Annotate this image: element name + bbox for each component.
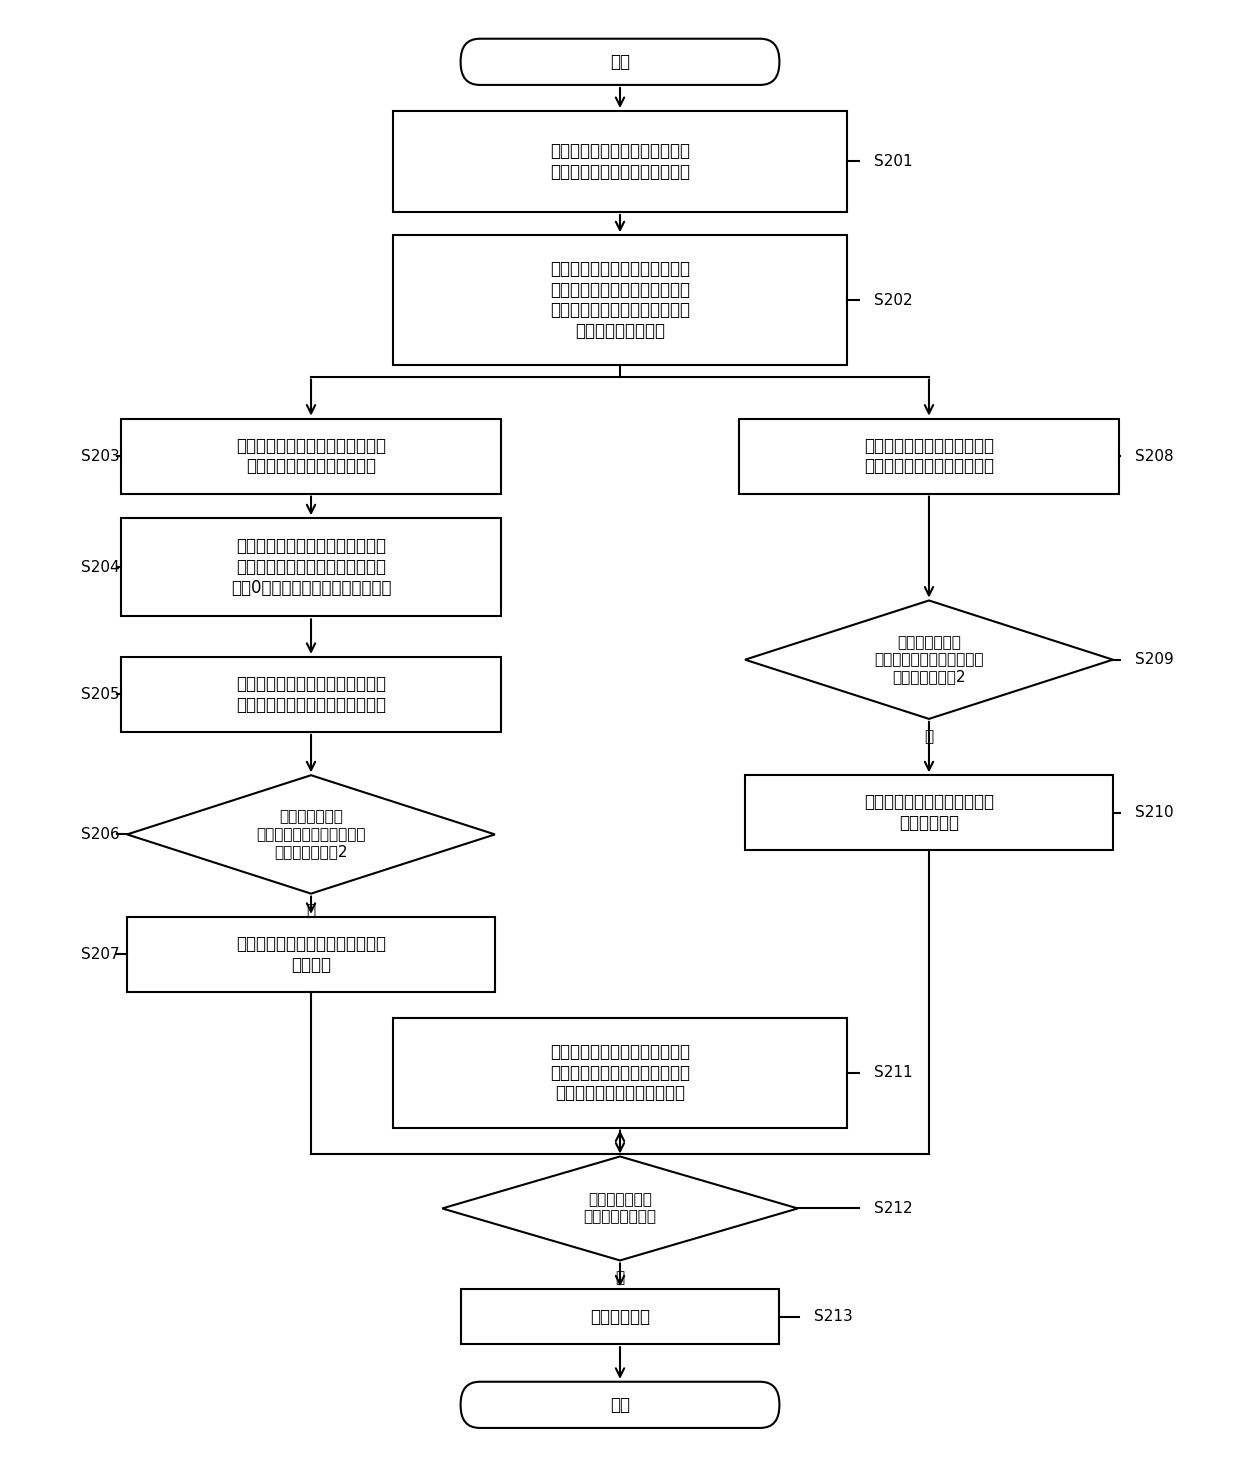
FancyBboxPatch shape xyxy=(122,418,501,494)
Text: S202: S202 xyxy=(874,293,913,308)
Text: S207: S207 xyxy=(81,946,119,962)
Text: 以获取所述共振信号的时刻为起
点向前截取预设数量个轨枕周期
时间长度的所述共振解调信号，
得到所述待分析样本: 以获取所述共振信号的时刻为起 点向前截取预设数量个轨枕周期 时间长度的所述共振解… xyxy=(551,260,689,340)
Polygon shape xyxy=(443,1156,797,1260)
Text: 当获得振动信号后，对振动信号
进行共振解调得到共振解调信号: 当获得振动信号后，对振动信号 进行共振解调得到共振解调信号 xyxy=(551,141,689,181)
FancyBboxPatch shape xyxy=(393,111,847,211)
FancyBboxPatch shape xyxy=(128,917,495,991)
Text: 是: 是 xyxy=(924,729,934,744)
Text: S210: S210 xyxy=(1135,805,1173,821)
FancyBboxPatch shape xyxy=(393,1018,847,1127)
Text: S203: S203 xyxy=(81,449,119,464)
Text: S211: S211 xyxy=(874,1066,913,1080)
Text: S212: S212 xyxy=(874,1201,913,1216)
FancyBboxPatch shape xyxy=(460,39,780,85)
Text: 对所述待分析样本进行快速傅
里叶变换得到对应的所述频谱: 对所述待分析样本进行快速傅 里叶变换得到对应的所述频谱 xyxy=(864,436,994,475)
Text: 将转速信号处理为车轮转速频率整
数倍的转速跟踪采样控制信号: 将转速信号处理为车轮转速频率整 数倍的转速跟踪采样控制信号 xyxy=(236,436,386,475)
Text: 对转速跟踪采样控制信号按照每经
过轨枕间隔所对应的点保留一点其
余赋0的方法形成实时枕距标尺信号: 对转速跟踪采样控制信号按照每经 过轨枕间隔所对应的点保留一点其 余赋0的方法形成… xyxy=(231,538,392,598)
Text: 根据枕距标尺信号对待分析样本进
行滑动相对积运算，得到运算结果: 根据枕距标尺信号对待分析样本进 行滑动相对积运算，得到运算结果 xyxy=(236,675,386,714)
Text: S204: S204 xyxy=(81,560,119,574)
FancyBboxPatch shape xyxy=(393,235,847,364)
Text: S206: S206 xyxy=(81,827,119,841)
Polygon shape xyxy=(745,601,1112,719)
Text: S205: S205 xyxy=(81,687,119,701)
Text: 开始: 开始 xyxy=(610,52,630,71)
FancyBboxPatch shape xyxy=(739,418,1118,494)
FancyBboxPatch shape xyxy=(460,1382,780,1427)
Polygon shape xyxy=(128,776,495,894)
Text: S201: S201 xyxy=(874,155,913,169)
Text: 执行报警操作: 执行报警操作 xyxy=(590,1308,650,1325)
Text: 得到所述内部脱轨报警的频域
脱轨识别结果: 得到所述内部脱轨报警的频域 脱轨识别结果 xyxy=(864,793,994,833)
Text: 是: 是 xyxy=(615,1270,625,1286)
Text: S213: S213 xyxy=(813,1309,852,1324)
Text: 根据时域识别结果和或频域脱轨
识别结果，对内部脱轨报警进行
概率统计，得到概率统计结果: 根据时域识别结果和或频域脱轨 识别结果，对内部脱轨报警进行 概率统计，得到概率统… xyxy=(551,1042,689,1102)
Text: 判断概率统计结
果是否大于预设值: 判断概率统计结 果是否大于预设值 xyxy=(584,1193,656,1225)
FancyBboxPatch shape xyxy=(122,656,501,732)
FancyBboxPatch shape xyxy=(122,518,501,617)
FancyBboxPatch shape xyxy=(460,1289,780,1344)
Text: 判断运算结果中
大于预设限制值的运算结果
的数量是否大于2: 判断运算结果中 大于预设限制值的运算结果 的数量是否大于2 xyxy=(257,809,366,859)
Text: 是: 是 xyxy=(306,904,316,919)
Text: S208: S208 xyxy=(1135,449,1173,464)
Text: 结束: 结束 xyxy=(610,1395,630,1414)
Text: 判断运算结果中
大于预设限制值的运算结果
的数量是否大于2: 判断运算结果中 大于预设限制值的运算结果 的数量是否大于2 xyxy=(874,634,983,685)
Text: S209: S209 xyxy=(1135,652,1174,668)
FancyBboxPatch shape xyxy=(745,776,1112,850)
Text: 得到内部脱轨报警的所述时域脱轨
识别结果: 得到内部脱轨报警的所述时域脱轨 识别结果 xyxy=(236,935,386,974)
